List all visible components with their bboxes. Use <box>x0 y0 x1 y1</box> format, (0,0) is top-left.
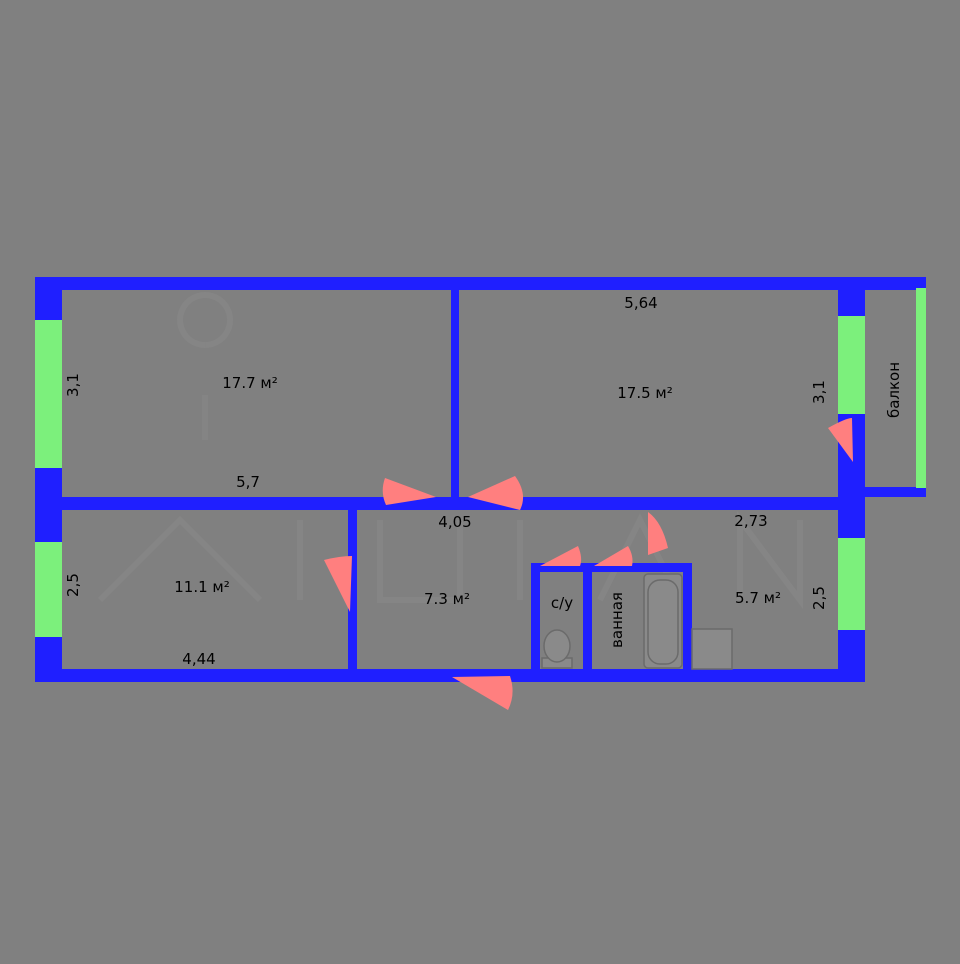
toilet-label: с/у <box>551 594 573 612</box>
dim-room2-height: 3,1 <box>810 380 828 404</box>
wall-wc-top <box>531 563 692 572</box>
dim-kitchen-width: 2,73 <box>734 512 767 530</box>
room-2-area: 17.5 м² <box>617 384 673 402</box>
walls <box>35 277 926 682</box>
bathroom-label: ванная <box>608 592 626 648</box>
wall-toilet-bath <box>583 563 592 669</box>
door-room3 <box>324 556 352 612</box>
door-kitchen <box>648 512 668 555</box>
door-balcony <box>828 418 853 462</box>
dim-room3-height: 2,5 <box>64 573 82 597</box>
wall-middle-horizontal <box>62 497 838 510</box>
wall-bath-kitchen <box>683 563 692 669</box>
labels: 17.7 м² 17.5 м² 11.1 м² 7.3 м² 5.7 м² с/… <box>64 294 903 668</box>
watermark-logo-shape <box>97 511 803 609</box>
windows <box>35 288 926 637</box>
hall-area: 7.3 м² <box>424 590 470 608</box>
outer-wall-top <box>35 277 865 290</box>
watermark-pin-icon <box>177 292 233 440</box>
door-bath <box>594 546 633 566</box>
room-1-area: 17.7 м² <box>222 374 278 392</box>
dim-hall-width: 4,05 <box>438 513 471 531</box>
dim-room3-width: 4,44 <box>182 650 215 668</box>
window-kitchen <box>838 538 865 630</box>
outer-wall-bottom <box>35 669 865 682</box>
toilet-bowl <box>543 629 571 663</box>
dim-kitchen-height: 2,5 <box>810 586 828 610</box>
wall-hall-toilet <box>531 563 540 669</box>
door-toilet <box>540 546 582 566</box>
window-room3 <box>35 542 62 637</box>
kitchen-sink <box>691 628 733 670</box>
door-entrance <box>452 676 513 710</box>
dim-room1-width: 5,7 <box>236 473 260 491</box>
dim-room1-height: 3,1 <box>64 373 82 397</box>
window-room1 <box>35 320 62 468</box>
watermark <box>97 292 803 609</box>
room-3-area: 11.1 м² <box>174 578 230 596</box>
wall-between-room1-room2 <box>451 290 459 498</box>
door-room2 <box>468 476 524 510</box>
door-room1 <box>382 478 436 505</box>
window-room2 <box>838 316 865 414</box>
balcony-label: балкон <box>885 362 903 418</box>
balcony-wall-bottom <box>865 487 926 497</box>
window-balcony <box>916 288 926 488</box>
kitchen-area: 5.7 м² <box>735 589 781 607</box>
wall-room3-hall <box>348 510 357 669</box>
fixtures <box>541 573 733 670</box>
bathtub-inner <box>647 579 679 665</box>
doors <box>324 418 853 710</box>
dim-room2-width: 5,64 <box>624 294 657 312</box>
